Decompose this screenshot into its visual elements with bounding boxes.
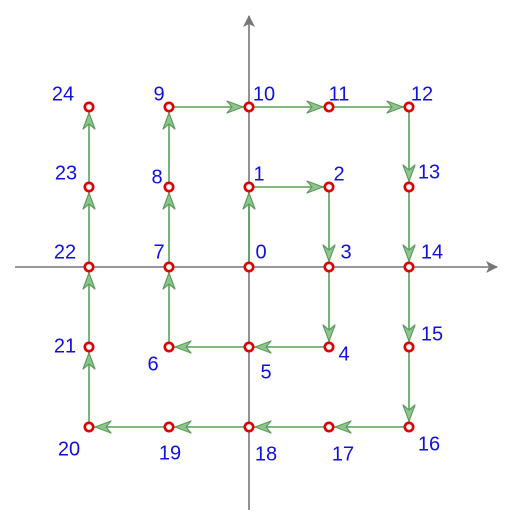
arrowhead-15-16: [402, 404, 416, 422]
arrowhead-7-8: [162, 192, 176, 210]
arrowhead-3-4: [322, 324, 336, 342]
arrowhead-13-14: [402, 244, 416, 262]
point-1: [243, 181, 255, 193]
arrowhead-5-6: [174, 340, 192, 354]
point-label-16: 16: [418, 433, 440, 455]
point-label-23: 23: [55, 162, 77, 184]
arrowhead-0-1: [242, 192, 256, 210]
arrowhead-8-9: [162, 112, 176, 130]
point-9: [163, 101, 175, 113]
point-label-11: 11: [329, 83, 350, 105]
point-label-12: 12: [411, 83, 433, 105]
arrowhead-23-24: [82, 112, 96, 130]
point-label-8: 8: [151, 166, 162, 188]
arrowhead-6-7: [162, 272, 176, 290]
point-23: [83, 181, 95, 193]
point-label-5: 5: [260, 361, 271, 383]
point-label-14: 14: [421, 241, 443, 263]
point-18: [243, 421, 255, 433]
point-label-4: 4: [338, 343, 349, 365]
point-15: [403, 341, 415, 353]
point-label-7: 7: [153, 241, 164, 263]
arrowhead-10-11: [306, 100, 324, 114]
point-label-13: 13: [418, 161, 440, 183]
point-label-19: 19: [159, 442, 181, 464]
arrowhead-9-10: [226, 100, 244, 114]
point-label-24: 24: [52, 83, 74, 105]
arrowhead-22-23: [82, 192, 96, 210]
point-label-15: 15: [421, 323, 443, 345]
arrowhead-4-5: [254, 340, 272, 354]
point-17: [323, 421, 335, 433]
point-19: [163, 421, 175, 433]
arrowhead-11-12: [386, 100, 404, 114]
point-24: [83, 101, 95, 113]
point-label-9: 9: [153, 83, 164, 105]
point-0: [243, 261, 255, 273]
arrowhead-16-17: [334, 420, 352, 434]
arrowhead-20-21: [82, 352, 96, 370]
point-20: [83, 421, 95, 433]
arrowhead-14-15: [402, 324, 416, 342]
point-16: [403, 421, 415, 433]
point-5: [243, 341, 255, 353]
arrowhead-19-20: [94, 420, 112, 434]
point-6: [163, 341, 175, 353]
point-22: [83, 261, 95, 273]
point-label-2: 2: [333, 163, 344, 185]
point-label-6: 6: [147, 353, 158, 375]
arrowhead-17-18: [254, 420, 272, 434]
point-12: [403, 101, 415, 113]
arrowhead-12-13: [402, 164, 416, 182]
point-label-3: 3: [340, 241, 351, 263]
point-11: [323, 101, 335, 113]
point-label-0: 0: [255, 241, 266, 263]
path-arrowheads: [82, 100, 416, 434]
point-label-18: 18: [255, 443, 277, 465]
point-label-10: 10: [253, 83, 275, 105]
arrowhead-1-2: [306, 180, 324, 194]
point-4: [323, 341, 335, 353]
point-label-22: 22: [54, 241, 76, 263]
point-8: [163, 181, 175, 193]
lattice-points: [83, 101, 415, 433]
point-21: [83, 341, 95, 353]
point-3: [323, 261, 335, 273]
point-label-17: 17: [332, 443, 354, 465]
point-14: [403, 261, 415, 273]
point-label-20: 20: [58, 438, 80, 460]
arrowhead-18-19: [174, 420, 192, 434]
point-10: [243, 101, 255, 113]
arrowhead-21-22: [82, 272, 96, 290]
point-7: [163, 261, 175, 273]
arrowhead-2-3: [322, 244, 336, 262]
point-2: [323, 181, 335, 193]
point-label-21: 21: [54, 335, 76, 357]
point-13: [403, 181, 415, 193]
point-label-1: 1: [253, 163, 264, 185]
